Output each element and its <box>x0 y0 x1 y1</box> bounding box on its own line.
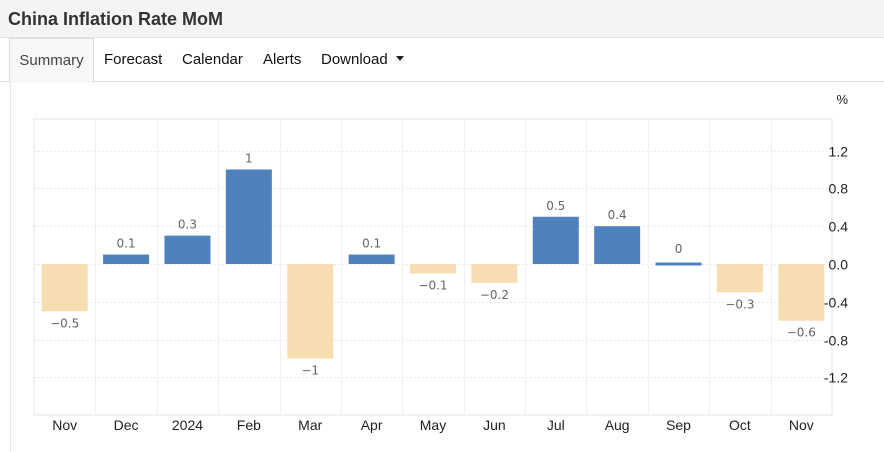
bar-data-label: 0.1 <box>362 237 381 251</box>
chart-area <box>10 82 884 452</box>
tab-forecast[interactable]: Forecast <box>104 38 162 82</box>
bar[interactable] <box>41 264 88 312</box>
x-tick-label: 2024 <box>172 417 203 433</box>
bar[interactable] <box>348 254 395 264</box>
bar-data-label: 0.5 <box>546 199 565 213</box>
y-tick-label: 0.8 <box>829 181 849 197</box>
bar-data-label: −0.3 <box>725 297 754 311</box>
bar[interactable] <box>716 264 763 293</box>
bar[interactable] <box>471 264 518 283</box>
y-tick-label: -0.8 <box>824 333 848 349</box>
bar[interactable] <box>532 216 579 264</box>
y-tick-label: 0.4 <box>829 219 849 235</box>
bar-data-label: −0.6 <box>787 326 816 340</box>
x-tick-label: Oct <box>729 417 751 433</box>
bar-data-label: 0.4 <box>608 208 627 222</box>
x-tick-label: Mar <box>298 417 322 433</box>
y-unit-label: % <box>836 92 848 107</box>
tab-forecast-label: Forecast <box>104 51 163 68</box>
bar[interactable] <box>410 264 456 274</box>
tab-bar: Summary Forecast Calendar Alerts Downloa… <box>0 38 884 83</box>
y-tick-label: 1.2 <box>829 144 849 160</box>
x-tick-label: Nov <box>52 417 77 433</box>
bar-data-label: −0.5 <box>50 316 79 330</box>
bar[interactable] <box>103 254 150 264</box>
tab-alerts-label: Alerts <box>263 51 302 68</box>
x-tick-label: May <box>420 417 446 433</box>
page-title: China Inflation Rate MoM <box>8 9 223 29</box>
x-tick-label: Nov <box>789 417 814 433</box>
tab-summary[interactable]: Summary <box>9 38 94 83</box>
bar[interactable] <box>594 226 641 264</box>
x-tick-label: Apr <box>361 417 383 433</box>
bar-data-label: 0.1 <box>117 237 136 251</box>
bar-data-label: −0.1 <box>418 278 447 292</box>
y-tick-label: -0.4 <box>824 295 848 311</box>
bar-data-label: 1 <box>245 152 253 166</box>
tab-calendar-label: Calendar <box>182 51 243 68</box>
tab-download-label: Download <box>321 51 388 68</box>
x-tick-label: Jun <box>483 417 506 433</box>
x-tick-label: Sep <box>666 417 691 433</box>
x-tick-label: Jul <box>547 417 565 433</box>
y-tick-label: 0.0 <box>829 257 849 273</box>
y-tick-label: -1.2 <box>824 370 848 386</box>
bar[interactable] <box>287 264 334 359</box>
tab-alerts[interactable]: Alerts <box>263 38 301 82</box>
bar-data-label: 0.3 <box>178 218 197 232</box>
bar[interactable] <box>778 264 825 321</box>
chevron-down-icon <box>395 55 404 61</box>
x-tick-label: Feb <box>237 417 261 433</box>
title-bar: China Inflation Rate MoM <box>0 0 884 38</box>
bar[interactable] <box>164 235 211 264</box>
bar-data-label: 0 <box>675 242 683 256</box>
tab-summary-label: Summary <box>19 52 84 69</box>
tab-download[interactable]: Download <box>321 38 404 82</box>
x-tick-label: Dec <box>114 417 139 433</box>
plot-frame <box>33 118 833 416</box>
bar[interactable] <box>655 262 702 266</box>
x-tick-label: Aug <box>605 417 630 433</box>
bar-data-label: −0.2 <box>480 288 509 302</box>
bar[interactable] <box>225 169 272 265</box>
bar-data-label: −1 <box>301 364 319 378</box>
tab-calendar[interactable]: Calendar <box>182 38 243 82</box>
